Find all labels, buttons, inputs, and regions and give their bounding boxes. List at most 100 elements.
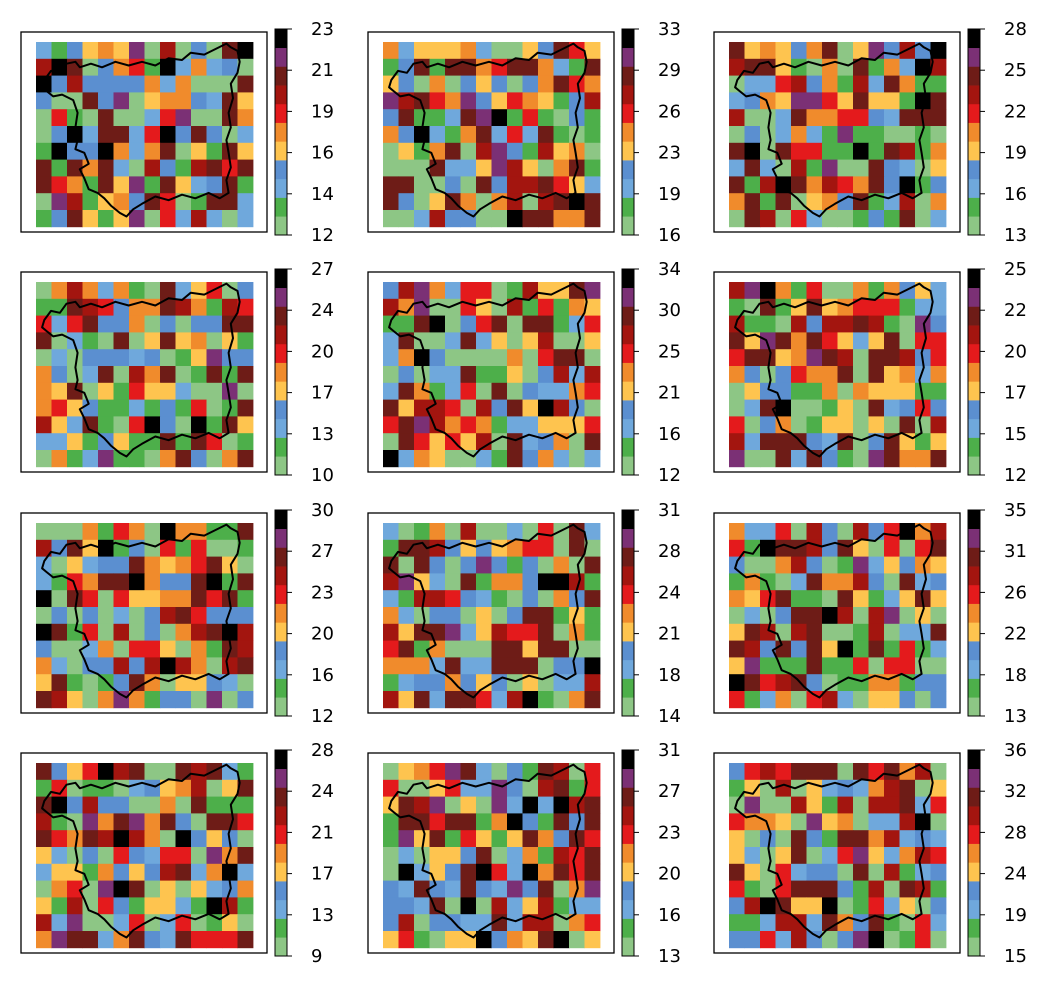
heatmap-cell	[584, 416, 601, 434]
heatmap-cell	[822, 366, 838, 384]
heatmap-cell	[51, 433, 68, 451]
heatmap-cell	[383, 349, 399, 367]
heatmap-cell	[853, 366, 869, 384]
heatmap-cell	[175, 298, 192, 316]
heatmap-cell	[507, 349, 523, 367]
colorbar-segment	[968, 862, 980, 882]
heatmap-cell	[868, 657, 885, 675]
heatmap-cell	[822, 813, 838, 831]
heatmap-cell	[930, 193, 947, 211]
heatmap-cell	[915, 450, 931, 468]
heatmap-cell	[113, 674, 130, 692]
heatmap-cell	[791, 75, 807, 93]
heatmap-cell	[522, 779, 539, 797]
colorbar-segment	[275, 103, 287, 123]
heatmap-cell	[837, 450, 854, 468]
colorbar-segment	[275, 824, 287, 844]
region-boundary	[734, 282, 934, 458]
heatmap-cell	[206, 126, 223, 144]
heatmap-cell	[51, 315, 68, 333]
colorbar-tick-label: 16	[311, 665, 334, 686]
heatmap-cell	[760, 75, 776, 93]
heatmap-cell	[522, 523, 539, 541]
heatmap-cell	[569, 416, 585, 434]
heatmap-cell	[806, 674, 823, 692]
heatmap-cell	[899, 931, 916, 949]
heatmap-cell	[206, 539, 223, 557]
heatmap-cell	[775, 880, 792, 898]
heatmap-cell	[837, 416, 854, 434]
heatmap-cell	[822, 847, 838, 865]
heatmap-cell	[98, 863, 114, 881]
heatmap-cell	[584, 779, 601, 797]
heatmap-cell	[82, 796, 99, 814]
heatmap-cell	[853, 796, 869, 814]
heatmap-cell	[744, 399, 761, 417]
heatmap-cell	[569, 779, 585, 797]
heatmap-cell	[383, 193, 399, 211]
heatmap-cell	[791, 813, 807, 831]
heatmap-cell	[868, 126, 885, 144]
heatmap-cell	[569, 298, 585, 316]
heatmap-cell	[507, 176, 523, 194]
heatmap-cell	[429, 813, 446, 831]
heatmap-cell	[837, 332, 854, 350]
heatmap-cell	[791, 931, 807, 949]
heatmap-cell	[868, 58, 885, 76]
colorbar-segment	[622, 622, 634, 642]
heatmap-cell	[98, 315, 114, 333]
heatmap-cell	[837, 897, 854, 915]
heatmap-cell	[398, 623, 415, 641]
heatmap-cell	[899, 399, 916, 417]
colorbar-segment	[622, 528, 634, 548]
heatmap-cell	[837, 176, 854, 194]
heatmap-cell	[429, 416, 446, 434]
heatmap-cell	[491, 416, 508, 434]
heatmap-cell	[67, 830, 83, 848]
heatmap-cell	[729, 282, 745, 300]
heatmap-cell	[729, 159, 745, 177]
heatmap-cell	[144, 159, 161, 177]
colorbar-segment	[968, 103, 980, 123]
heatmap-cell	[744, 523, 761, 541]
heatmap-cell	[868, 382, 885, 400]
heatmap-cell	[98, 109, 114, 127]
heatmap-cell	[538, 931, 554, 949]
heatmap-cell	[884, 691, 900, 709]
heatmap-cell	[398, 914, 415, 932]
heatmap-cell	[491, 42, 508, 60]
colorbar-tick-label: 25	[1004, 259, 1027, 280]
colorbar-tick-label: 30	[311, 500, 334, 521]
heatmap-cell	[383, 109, 399, 127]
heatmap-cell	[82, 897, 99, 915]
heatmap-cell	[129, 880, 145, 898]
heatmap-cell	[760, 763, 776, 781]
heatmap-cell	[868, 623, 885, 641]
heatmap-cell	[82, 366, 99, 384]
heatmap-cell	[160, 349, 176, 367]
heatmap-cell	[744, 763, 761, 781]
heatmap-cell	[760, 159, 776, 177]
colorbar-segment	[622, 85, 634, 105]
heatmap-cell	[744, 126, 761, 144]
heatmap-cell	[113, 914, 130, 932]
heatmap-cell	[584, 42, 601, 60]
heatmap-cell	[445, 813, 461, 831]
heatmap-cell	[429, 539, 446, 557]
heatmap-cell	[522, 382, 539, 400]
heatmap-cell	[729, 450, 745, 468]
heatmap-cell	[206, 897, 223, 915]
heatmap-cell	[507, 640, 523, 658]
heatmap-cell	[160, 399, 176, 417]
heatmap-cell	[915, 523, 931, 541]
heatmap-cell	[429, 623, 446, 641]
heatmap-cell	[237, 914, 254, 932]
heatmap-cell	[899, 623, 916, 641]
heatmap-cell	[98, 590, 114, 608]
heatmap-cell	[67, 193, 83, 211]
heatmap-cell	[383, 416, 399, 434]
heatmap-cell	[760, 416, 776, 434]
heatmap-cell	[175, 416, 192, 434]
heatmap-cell	[82, 142, 99, 160]
